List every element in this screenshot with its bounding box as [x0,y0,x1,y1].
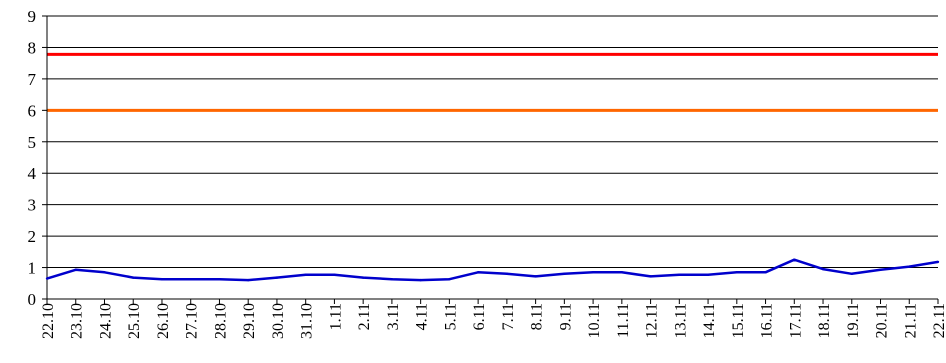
x-tick-label: 22.11 [931,303,946,338]
reference-lines [47,52,938,112]
x-tick-label: 7.11 [500,303,517,330]
data-point [275,276,279,279]
data-point [649,275,652,278]
data-point [735,271,739,274]
data-point [45,277,49,280]
x-tick-label: 23.10 [69,303,86,339]
x-tick-label: 31.10 [299,303,316,339]
x-tick-label: 11.11 [615,303,632,338]
data-point [620,271,624,274]
data-point [678,273,681,276]
x-tick-label: 14.11 [701,303,718,338]
data-point [908,265,911,268]
data-point [850,272,853,276]
x-tick-label: 13.11 [672,303,689,338]
y-tick-labels: 0 1 2 3 4 5 6 7 8 9 [28,7,37,309]
x-tick-label: 24.10 [97,303,114,339]
data-point [189,277,192,281]
y-tick-label: 9 [28,7,37,26]
y-tick-label: 8 [28,38,37,57]
x-tick-label: 22.10 [40,303,57,339]
y-tick-label: 2 [28,227,37,246]
data-point [103,271,106,274]
data-point [419,278,422,282]
x-tick-label: 15.11 [730,303,747,338]
x-tick-label: 29.10 [241,303,258,339]
y-tick-label: 3 [28,196,37,215]
x-tick-label: 28.10 [212,303,229,339]
data-point [390,277,394,281]
x-tick-labels: 22.10 23.10 24.10 25.10 26.10 27.10 28.10 29.10… [40,303,946,339]
y-tick-label: 5 [28,133,37,152]
data-point [879,268,882,271]
data-point [218,277,221,281]
data-point [361,276,365,279]
x-tick-label: 27.10 [184,303,201,339]
y-tick-label: 1 [28,259,37,278]
data-point [793,258,796,261]
x-tick-label: 30.10 [270,303,287,339]
data-point [246,278,250,282]
data-point [160,277,164,281]
data-point [706,273,710,276]
data-point [74,268,77,271]
data-point [132,276,135,279]
x-tick-label: 26.10 [155,303,172,339]
x-tick-label: 5.11 [442,303,459,330]
x-tick-label: 21.11 [902,303,919,338]
y-tick-label: 6 [28,101,37,120]
series-line [46,258,939,282]
x-tick-label: 10.11 [586,303,603,338]
data-point [591,271,595,274]
data-point [304,273,307,276]
data-point [534,275,537,278]
x-tick-label: 4.11 [414,303,431,330]
x-tick-label: 2.11 [356,303,373,330]
x-tick-label: 17.11 [787,303,804,338]
x-tick-label: 20.11 [874,303,891,338]
data-point [505,272,509,276]
data-point [821,267,825,271]
x-tick-label: 1.11 [327,303,344,330]
data-point [333,273,336,276]
x-tick-label: 3.11 [385,303,402,330]
data-point [563,272,566,276]
data-point [448,277,451,281]
y-tick-label: 0 [28,290,37,309]
axes [42,15,939,304]
x-tick-label: 8.11 [529,303,546,330]
x-tick-label: 12.11 [644,303,661,338]
data-point [764,271,767,274]
x-tick-label: 9.11 [557,303,574,330]
y-tick-label: 7 [28,70,37,89]
x-tick-label: 6.11 [471,303,488,330]
data-point [936,260,940,264]
y-tick-label: 4 [28,164,37,183]
x-tick-label: 25.10 [126,303,143,339]
x-tick-label: 19.11 [845,303,862,338]
series-lines [45,258,940,282]
data-point [476,271,480,274]
x-tick-label: 18.11 [816,303,833,338]
x-tick-label: 16.11 [759,303,776,338]
